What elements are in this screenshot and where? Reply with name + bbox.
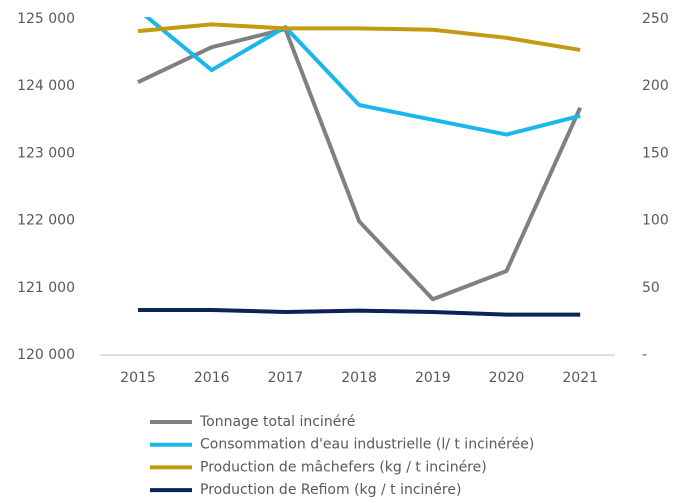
x-tick-label: 2018: [341, 370, 377, 386]
series-line: [143, 17, 581, 137]
x-tick-label: 2019: [415, 370, 451, 386]
x-tick-label: 2016: [194, 370, 230, 386]
legend-label: Production de Refiom (kg / t incinére): [200, 482, 461, 498]
legend-label: Production de mâchefers (kg / t incinére…: [200, 459, 487, 475]
y2-tick-label: -: [642, 347, 647, 363]
series-line: [137, 22, 581, 52]
x-tick-label: 2021: [562, 370, 598, 386]
x-tick-label: 2020: [489, 370, 525, 386]
series-line: [138, 307, 581, 317]
y-tick-label: 124 000: [17, 78, 75, 94]
legend-label: Tonnage total incinéré: [199, 414, 355, 430]
plot-area: [137, 17, 583, 317]
y2-tick-label: 100: [642, 213, 669, 229]
y-tick-label: 125 000: [17, 11, 75, 27]
y-tick-label: 121 000: [17, 280, 75, 296]
y2-tick-label: 50: [642, 280, 660, 296]
y2-tick-label: 200: [642, 78, 669, 94]
y-tick-label: 122 000: [17, 213, 75, 229]
series-line: [137, 27, 583, 302]
y2-tick-label: 150: [642, 145, 669, 161]
legend-label: Consommation d'eau industrielle (l/ t in…: [200, 437, 534, 453]
y2-tick-label: 250: [642, 11, 669, 27]
x-tick-label: 2017: [268, 370, 304, 386]
y-tick-label: 120 000: [17, 347, 75, 363]
y-tick-label: 123 000: [17, 145, 75, 161]
x-tick-label: 2015: [120, 370, 156, 386]
